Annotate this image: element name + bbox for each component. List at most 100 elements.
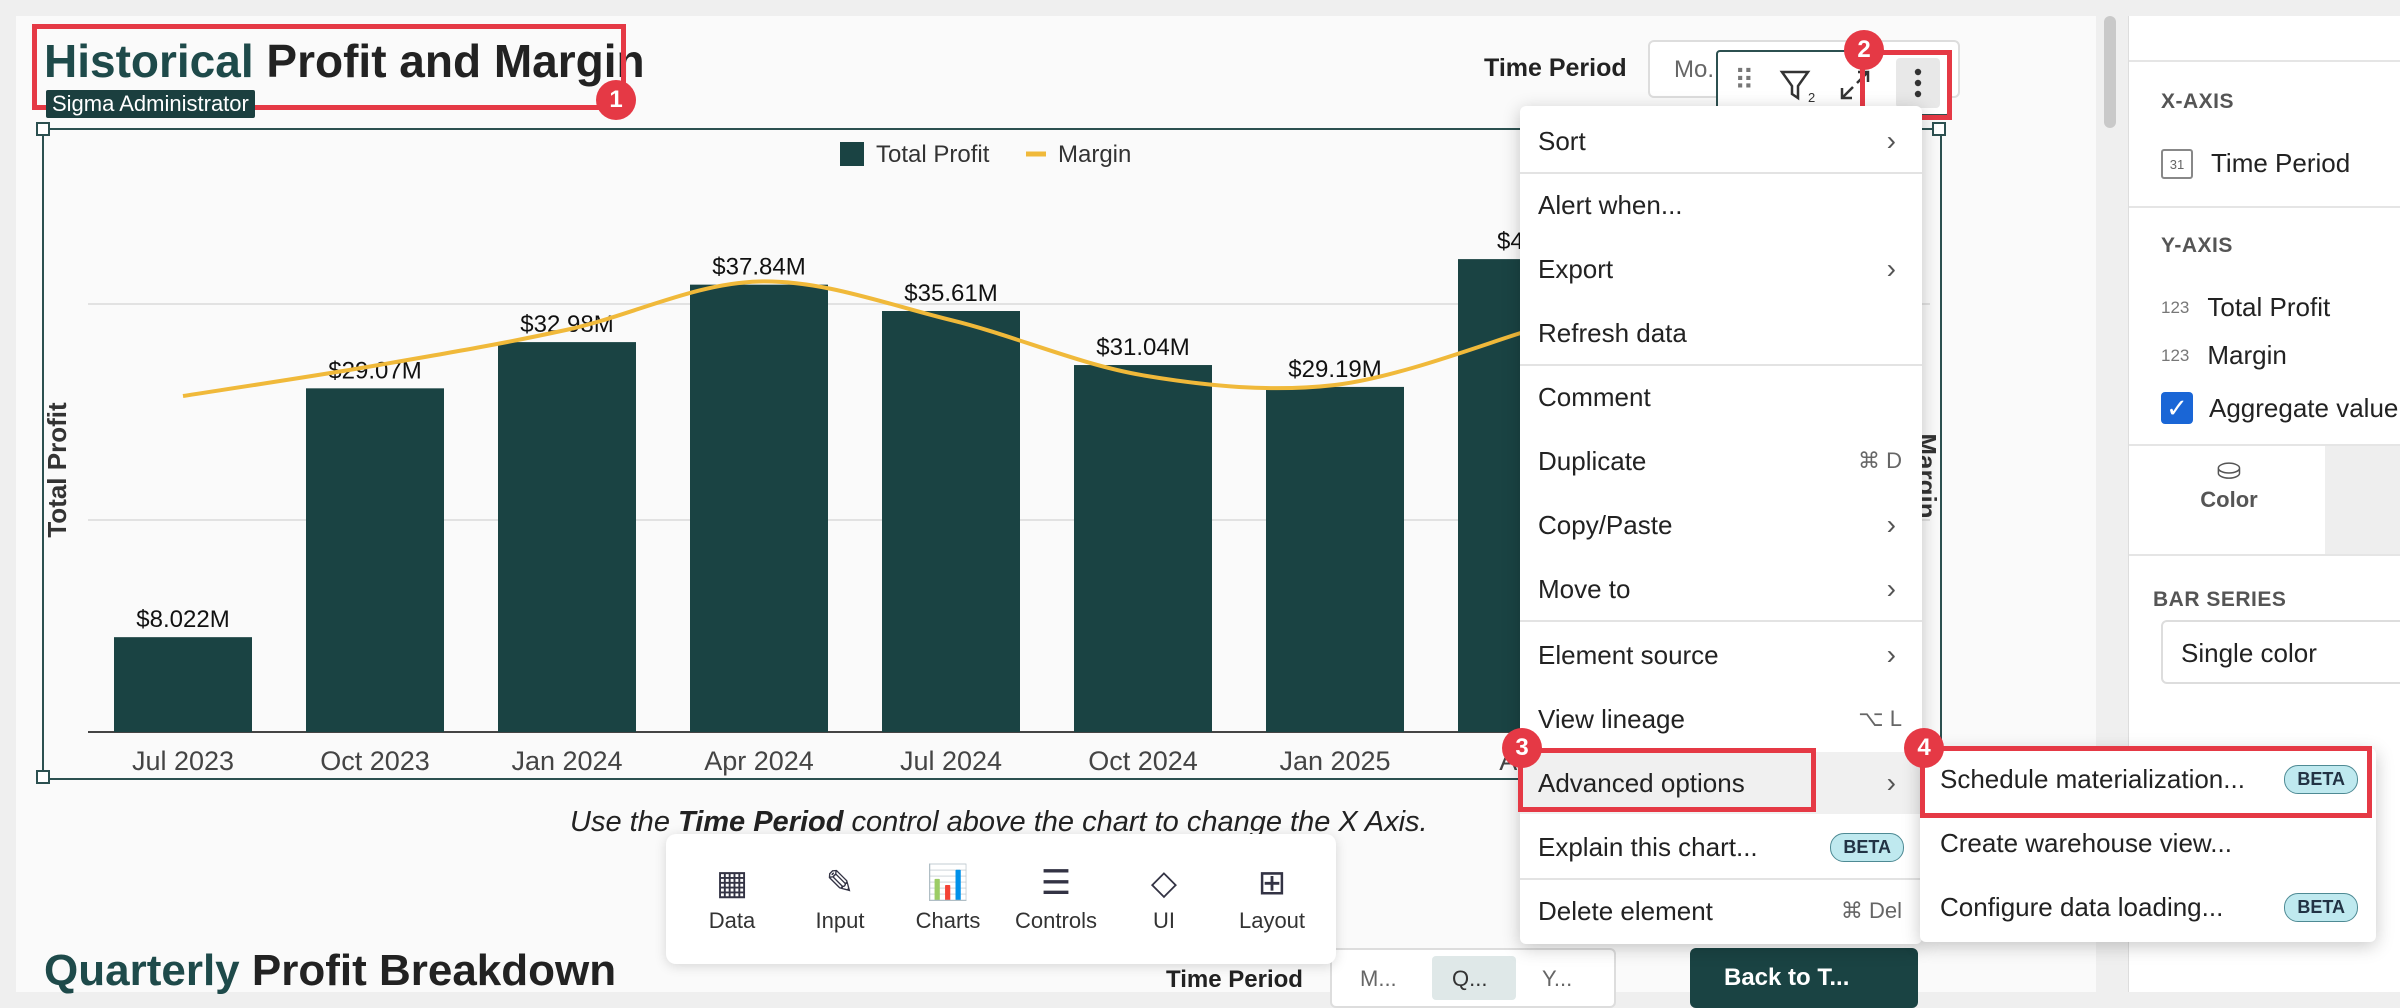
number-type-icon: 123 [2161, 297, 2190, 317]
segment-quarter[interactable]: Q... [1452, 966, 1488, 991]
margin-line[interactable] [182, 279, 1528, 398]
submenu-configure-data-loading[interactable]: Configure data loading... BETA [1920, 876, 2376, 938]
user-tooltip: Sigma Administrator [46, 90, 255, 118]
toolbar-charts[interactable]: 📊 Charts [898, 858, 998, 934]
toolbar-data[interactable]: ▦ Data [682, 858, 782, 934]
y-axis-field-total-profit[interactable]: 123 Total Profit [2161, 292, 2330, 323]
aggregate-label: Aggregate value [2209, 392, 2399, 423]
menu-item-label: Element source [1538, 639, 1719, 670]
paint-roller-icon: ⛀ [2216, 453, 2242, 486]
bar[interactable] [306, 388, 444, 732]
section2-title-accent: Quarterly [44, 946, 240, 995]
more-vertical-icon [1914, 68, 1922, 98]
input-icon: ✎ [825, 864, 855, 902]
charts-icon: 📊 [926, 864, 970, 902]
annotation-box-3 [1518, 748, 1816, 812]
element-toolbar: ⠿ 2 [1716, 50, 1950, 116]
annotation-badge-2: 2 [1844, 30, 1884, 70]
advanced-options-submenu: Schedule materialization... BETA Create w… [1920, 748, 2376, 942]
checkbox-checked-icon[interactable]: ✓ [2161, 392, 2193, 424]
canvas-scrollbar[interactable] [2104, 16, 2116, 128]
chevron-right-icon: › [1886, 509, 1896, 540]
annotation-box-1 [32, 24, 626, 110]
bar[interactable] [690, 284, 828, 732]
bar[interactable] [114, 637, 252, 732]
bar-series-value: Single color [2181, 638, 2317, 668]
chart-frame[interactable] [42, 128, 1942, 780]
menu-item-label: Duplicate [1538, 445, 1647, 476]
toolbar-controls[interactable]: ☰ Controls [1006, 858, 1106, 934]
annotation-box-4 [1920, 746, 2372, 818]
bar-data-label: $35.61M [904, 280, 997, 307]
title-accent: Historical [44, 35, 254, 87]
menu-separator [1520, 878, 1922, 880]
bar[interactable] [1074, 365, 1212, 732]
toolbar-layout[interactable]: ⊞ Layout [1222, 858, 1322, 934]
legend-swatch-total-profit [840, 142, 864, 166]
aggregate-checkbox-row[interactable]: ✓ Aggregate value [2161, 392, 2398, 424]
menu-item-duplicate[interactable]: Duplicate ⌘ D [1520, 430, 1922, 492]
segment-month[interactable]: M... [1360, 966, 1397, 991]
resize-handle[interactable] [1932, 122, 1946, 136]
section2-title: Quarterly Profit Breakdown [44, 946, 616, 996]
chart-caption: Use the Time Period control above the ch… [570, 806, 1428, 839]
menu-item-refresh[interactable]: Refresh data [1520, 302, 1922, 364]
resize-handle[interactable] [36, 122, 50, 136]
bar-series-select[interactable]: Single color [2161, 620, 2400, 684]
menu-item-element-source[interactable]: Element source › [1520, 624, 1922, 686]
number-type-icon: 123 [2161, 345, 2190, 365]
menu-item-label: Move to [1538, 573, 1631, 604]
resize-handle[interactable] [36, 770, 50, 784]
beta-badge: BETA [1830, 832, 1904, 862]
segmented-control[interactable]: M... Q... Y... [1330, 948, 1616, 1008]
panel-tab-inactive[interactable] [2325, 446, 2400, 554]
panel-divider [2129, 60, 2400, 62]
tab-color[interactable]: ⛀ Color [2189, 452, 2269, 513]
back-to-top-button[interactable]: Back to T... [1690, 948, 1918, 1008]
more-menu-button[interactable] [1896, 58, 1940, 108]
toolbar-ui[interactable]: ◇ UI [1114, 858, 1214, 934]
submenu-schedule-materialization[interactable]: Schedule materialization... BETA [1920, 748, 2376, 810]
x-tick-label: Oct 2023 [320, 746, 430, 776]
bar[interactable] [1266, 386, 1404, 732]
filter-icon[interactable]: 2 [1778, 66, 1818, 106]
menu-item-advanced-options[interactable]: Advanced options › [1520, 752, 1922, 814]
x-tick-label: Jan 2025 [1279, 746, 1390, 776]
segment-year[interactable]: Y... [1542, 966, 1573, 991]
menu-item-delete[interactable]: Delete element ⌘ Del [1520, 880, 1922, 942]
drag-handle-icon[interactable]: ⠿ [1734, 65, 1755, 96]
toolbar-ui-label: UI [1153, 908, 1175, 933]
y-axis-field-margin[interactable]: 123 Margin [2161, 340, 2287, 371]
menu-item-label: Delete element [1538, 895, 1713, 926]
menu-item-comment[interactable]: Comment [1520, 366, 1922, 428]
toolbar-input-label: Input [815, 908, 865, 933]
control-label: Time Period [1484, 54, 1627, 82]
element-context-menu: Sort › Alert when... Export › Refresh data… [1520, 106, 1922, 944]
bar[interactable] [882, 311, 1020, 732]
x-axis-heading: X-AXIS [2161, 90, 2235, 113]
menu-item-view-lineage[interactable]: View lineage ⌥ L [1520, 688, 1922, 750]
menu-item-export[interactable]: Export › [1520, 238, 1922, 300]
menu-separator [1520, 364, 1922, 366]
bar-data-label: $37.84M [712, 254, 805, 281]
chart-legend: Total Profit Margin [840, 141, 1131, 168]
menu-item-label: View lineage [1538, 703, 1685, 734]
bar[interactable] [498, 342, 636, 732]
chart-title[interactable]: Historical Profit and Margin [44, 34, 645, 88]
y-axis-label-left: Total Profit [42, 402, 72, 538]
y-field-name: Total Profit [2207, 292, 2331, 322]
toolbar-input[interactable]: ✎ Input [790, 858, 890, 934]
menu-item-sort[interactable]: Sort › [1520, 110, 1922, 172]
menu-item-explain-chart[interactable]: Explain this chart... BETA [1520, 816, 1922, 878]
submenu-create-warehouse-view[interactable]: Create warehouse view... [1920, 812, 2376, 874]
chevron-right-icon: › [1886, 253, 1896, 284]
x-axis-field[interactable]: 31 Time Period [2161, 148, 2350, 179]
chevron-right-icon: › [1886, 767, 1896, 798]
menu-item-alert[interactable]: Alert when... [1520, 174, 1922, 236]
menu-item-move-to[interactable]: Move to › [1520, 558, 1922, 620]
table-icon: ▦ [715, 864, 749, 902]
menu-item-copy-paste[interactable]: Copy/Paste › [1520, 494, 1922, 556]
bar-series-heading: BAR SERIES [2153, 588, 2287, 611]
bar-data-label: $32.98M [520, 311, 613, 338]
chevron-right-icon: › [1886, 125, 1896, 156]
